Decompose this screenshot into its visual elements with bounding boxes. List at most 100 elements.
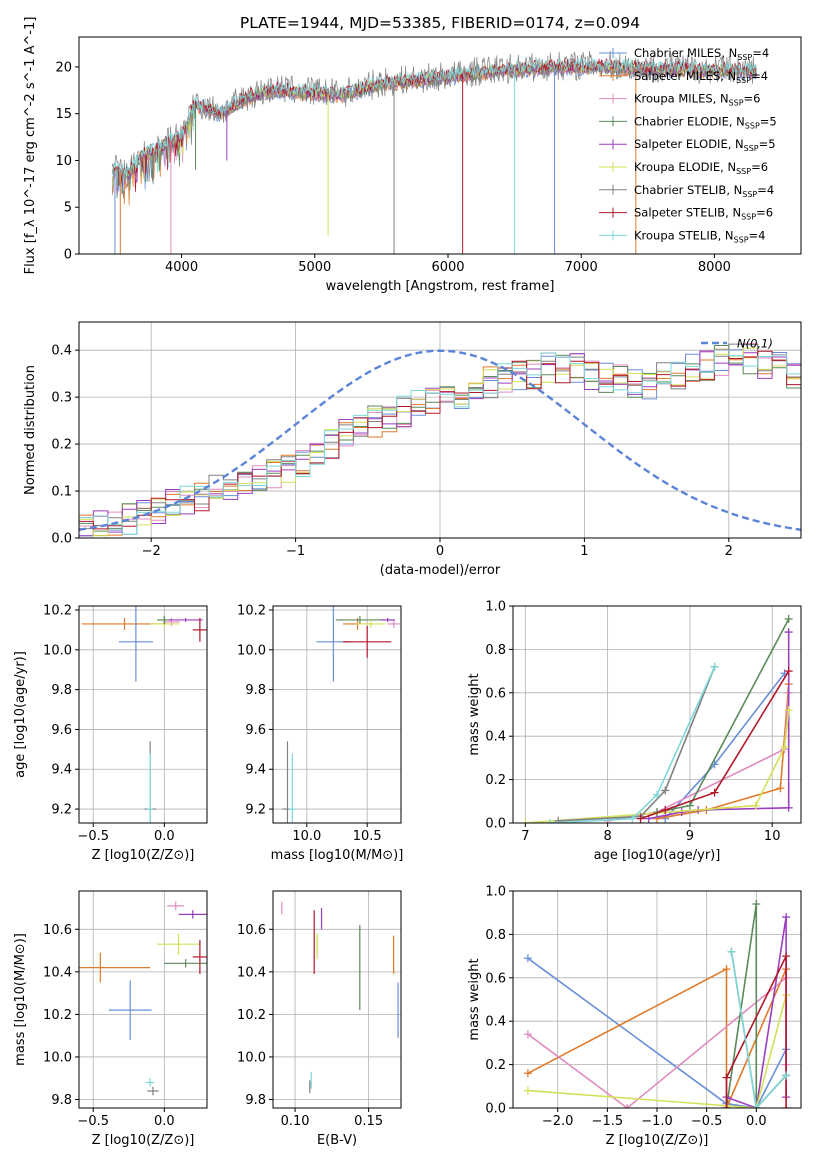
spectrum-line-kroupa-stelib xyxy=(111,57,757,192)
series-marker xyxy=(776,784,785,793)
legend-subscript: SSP xyxy=(741,213,756,222)
series-marker xyxy=(780,743,789,752)
mass_vs_Z-ytick-label: 10.0 xyxy=(43,1050,72,1065)
mass_vs_Z-plot-area xyxy=(79,891,207,1108)
histogram-kroupa-stelib xyxy=(79,349,801,535)
age_vs_Z-ytick-label: 10.2 xyxy=(43,603,72,618)
mass_vs_ebv-frame xyxy=(272,890,402,1109)
series-marker xyxy=(628,814,637,823)
series-marker xyxy=(661,805,670,814)
mass_vs_Z-ytick-label: 10.2 xyxy=(43,1008,72,1023)
histogram-chabrier-miles xyxy=(79,344,801,537)
series-marker xyxy=(722,965,731,974)
legend-text: Kroupa MILES, N xyxy=(634,92,729,106)
mass_weight_vs_Z-xlabel: Z [log10(Z/Z⊙)] xyxy=(606,1133,709,1148)
legend-text: Salpeter MILES, N xyxy=(634,69,736,83)
age_vs_Z-marks xyxy=(81,606,207,823)
series-marker xyxy=(782,1071,791,1080)
mass_weight_vs_Z-marks xyxy=(523,900,791,1108)
mass_weight_vs_age-ytick-label: 1.0 xyxy=(485,600,506,615)
mass_weight_vs_Z-ytick-label: 0.2 xyxy=(485,1058,506,1073)
age_vs_mass-panel: 10.0 10.5 9.2 9.4 9.6 9.8 10.0 10.2 mass [log10(… xyxy=(237,603,403,863)
series-marker xyxy=(661,786,670,795)
spectrum-ytick-label: 20 xyxy=(55,60,72,75)
mass_weight_vs_Z-panel: −2.0 −1.5 −1.0 −0.5 0.0 0.0 0.2 0.4 0.6 0.8 1.0 Z [… xyxy=(467,885,802,1148)
age_vs_Z-xtick-label: −0.5 xyxy=(77,829,109,844)
residuals-ytick-label: 0.1 xyxy=(51,485,72,500)
mass_weight_vs_age-ytick-label: 0.4 xyxy=(485,730,506,745)
spectrum-xtick-label: 6000 xyxy=(431,260,464,275)
mass_weight_vs_Z-xtick-label: −1.0 xyxy=(641,1114,673,1129)
spectrum-marks xyxy=(111,50,757,254)
series-line-salpeter-stelib xyxy=(640,670,790,820)
mass_vs_ebv-panel: 0.10 0.15 9.8 10.0 10.2 10.4 10.6 E(B-V) xyxy=(237,890,402,1148)
series-line-kroupa-stelib xyxy=(549,666,716,823)
legend-label: Kroupa STELIB, NSSP=4 xyxy=(634,228,765,244)
mass_vs_Z-ytick-label: 10.4 xyxy=(43,965,72,980)
legend-text: Chabrier ELODIE, N xyxy=(634,114,745,128)
residuals-xlabel: (data-model)/error xyxy=(380,563,501,578)
series-marker xyxy=(782,913,791,922)
series-marker xyxy=(752,900,761,909)
series-marker xyxy=(523,954,532,963)
legend-label: Salpeter ELODIE, NSSP=5 xyxy=(634,137,776,153)
mass_vs_Z-ytick-label: 9.8 xyxy=(51,1093,72,1108)
legend-subscript: SSP xyxy=(737,53,752,62)
mass_weight_vs_Z-ytick-label: 1.0 xyxy=(485,885,506,900)
age_vs_mass-xtick-label: 10.5 xyxy=(353,829,382,844)
series-marker xyxy=(784,706,793,715)
mass_weight_vs_age-ytick-label: 0.6 xyxy=(485,686,506,701)
mass_weight_vs_Z-ytick-label: 0.8 xyxy=(485,928,506,943)
spectrum-ylabel: Flux [f_λ 10^-17 erg cm^-2 s^-1 A^-1] xyxy=(23,17,38,275)
mass_weight_vs_Z-xtick-label: −0.5 xyxy=(691,1114,723,1129)
age_vs_mass-ytick-label: 9.2 xyxy=(245,803,266,818)
mass_weight_vs_age-xtick-label: 9 xyxy=(686,829,694,844)
legend-text: Chabrier MILES, N xyxy=(634,46,737,60)
mass_vs_ebv-ytick-label: 9.8 xyxy=(245,1093,266,1108)
spectrum-xlabel: wavelength [Angstrom, rest frame] xyxy=(326,279,555,294)
series-marker xyxy=(784,667,793,676)
age_vs_Z-ytick-label: 9.4 xyxy=(51,763,72,778)
series-marker xyxy=(636,814,645,823)
legend-label: Salpeter STELIB, NSSP=6 xyxy=(634,206,773,222)
legend-nssp: =6 xyxy=(751,160,768,174)
residuals-ytick-label: 0.0 xyxy=(51,532,72,547)
series-marker xyxy=(710,662,719,671)
age_vs_Z-ytick-label: 10.0 xyxy=(43,643,72,658)
mass_vs_Z-marks xyxy=(79,901,207,1096)
mass_weight_vs_Z-ytick-label: 0.4 xyxy=(485,1015,506,1030)
spectrum-xtick-label: 5000 xyxy=(298,260,331,275)
legend-nssp: =4 xyxy=(751,69,768,83)
series-marker xyxy=(653,790,661,799)
mass_vs_ebv-ytick-label: 10.4 xyxy=(237,965,266,980)
mass_weight_vs_age-xtick-label: 8 xyxy=(603,829,611,844)
spectrum-panel: 4000 5000 6000 7000 8000 0 5 10 15 20 wavelength [… xyxy=(23,17,802,294)
series-marker xyxy=(782,952,791,961)
legend-label: Chabrier ELODIE, NSSP=5 xyxy=(634,114,777,130)
residuals-frame xyxy=(78,321,802,539)
legend-text: Kroupa STELIB, N xyxy=(634,228,734,242)
residuals-ytick-label: 0.4 xyxy=(51,344,72,359)
legend-label: Kroupa MILES, NSSP=6 xyxy=(634,92,760,108)
age_vs_mass-xtick-label: 10.0 xyxy=(292,829,321,844)
mass_weight_vs_age-panel: 7 8 9 10 0.0 0.2 0.4 0.6 0.8 1.0 age [log10(age/yr… xyxy=(467,600,802,863)
spectrum-xtick-label: 8000 xyxy=(698,260,731,275)
series-marker xyxy=(784,803,793,812)
mass_weight_vs_Z-xtick-label: 0.0 xyxy=(746,1114,767,1129)
series-marker xyxy=(752,1104,761,1108)
mass_vs_ebv-marks xyxy=(281,901,399,1094)
mass_weight_vs_age-xtick-label: 7 xyxy=(521,829,529,844)
legend-text: Kroupa ELODIE, N xyxy=(634,160,736,174)
legend-nssp: =5 xyxy=(759,137,776,151)
mass_vs_ebv-xtick-label: 0.15 xyxy=(354,1114,383,1129)
series-line-kroupa-stelib xyxy=(730,951,787,1108)
mass_vs_ebv-xtick-label: 0.10 xyxy=(281,1114,310,1129)
series-marker xyxy=(685,801,694,810)
age_vs_Z-ytick-label: 9.8 xyxy=(51,683,72,698)
legend-nssp: =4 xyxy=(749,228,766,242)
mass_weight_vs_age-plot-area xyxy=(513,606,801,823)
series-marker xyxy=(546,819,555,823)
spectrum-ytick-label: 15 xyxy=(55,107,72,122)
legend-subscript: SSP xyxy=(742,190,757,199)
mass_vs_Z-ytick-label: 10.6 xyxy=(43,923,72,938)
